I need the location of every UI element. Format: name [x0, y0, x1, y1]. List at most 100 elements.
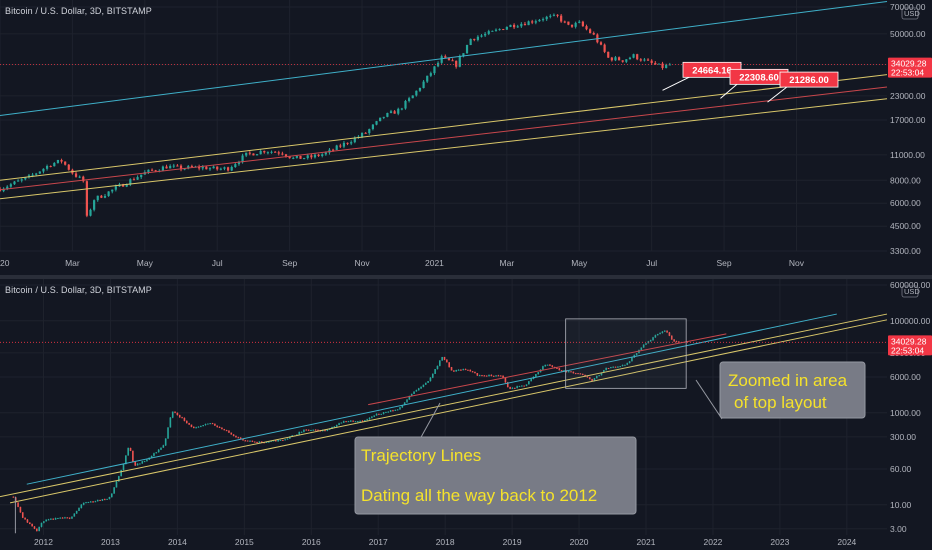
candle — [324, 152, 327, 155]
candle — [426, 75, 429, 82]
candle — [478, 375, 481, 377]
currency-badge[interactable] — [901, 285, 919, 298]
candle — [492, 375, 495, 377]
top-chart-pane[interactable]: 70000.00 50000.00 23000.00 17000.00 11000.00… — [0, 0, 932, 275]
candle — [317, 429, 319, 431]
candle — [495, 375, 497, 377]
candle — [317, 154, 320, 156]
price-target-callout[interactable]: 24664.16 — [662, 61, 742, 91]
time-axis[interactable]: 2020 Mar May Jul Sep Nov 2021 Mar May Jul Sep Nov — [0, 258, 805, 268]
price-tick-label: 60.00 — [890, 464, 912, 474]
candle — [188, 423, 190, 425]
trend-line-cyan[interactable] — [0, 0, 888, 116]
candle — [451, 60, 454, 62]
time-tick-label: Mar — [500, 258, 515, 268]
candle — [359, 420, 361, 422]
price-target-callout[interactable]: 21286.00 — [767, 71, 839, 103]
candle — [303, 158, 306, 160]
candle — [614, 57, 617, 61]
candle — [45, 165, 49, 169]
zoom-area-box[interactable] — [565, 318, 687, 389]
trend-line-red[interactable] — [368, 333, 727, 406]
candle — [605, 368, 607, 371]
candle — [183, 417, 186, 421]
candle — [563, 21, 566, 23]
candle — [509, 387, 511, 389]
candle — [312, 429, 315, 431]
time-tick-label: Jul — [212, 258, 223, 268]
candle — [670, 335, 673, 340]
candle — [521, 385, 523, 387]
annotation-text: of top layout — [734, 393, 827, 412]
candle — [288, 156, 291, 159]
candle — [497, 375, 500, 377]
candle — [387, 411, 390, 413]
annotation-note[interactable]: Zoomed in area of top layout — [695, 361, 866, 420]
candle — [265, 441, 268, 443]
candle — [400, 108, 403, 110]
time-axis[interactable]: 2012 2013 2014 2015 2016 2017 2018 2019 2020 2021… — [34, 537, 857, 547]
trend-line-cyan[interactable] — [26, 313, 837, 485]
candle — [523, 23, 527, 26]
bottom-chart-svg[interactable]: 600000.00100000.0020000.006000.001000.00… — [0, 279, 932, 550]
candle — [122, 464, 125, 470]
trend-line-yellow[interactable] — [0, 313, 888, 498]
candle — [417, 388, 420, 391]
candle — [535, 374, 537, 377]
price-target-callout[interactable]: 22308.60 — [720, 68, 789, 99]
candle — [251, 440, 254, 442]
candle — [632, 54, 635, 58]
candle — [198, 166, 201, 169]
candle — [223, 429, 226, 431]
annotation-pointer — [695, 379, 723, 420]
candle — [57, 517, 59, 519]
candle — [154, 170, 157, 172]
candle — [313, 154, 317, 158]
candle — [621, 60, 624, 62]
candle — [342, 142, 346, 147]
top-chart-svg[interactable]: 70000.00 50000.00 23000.00 17000.00 11000.00… — [0, 0, 932, 275]
candle — [216, 166, 219, 170]
price-tick-label: 8000.00 — [890, 175, 921, 185]
candle — [103, 499, 106, 501]
pane-divider[interactable] — [0, 275, 932, 279]
candle — [350, 142, 353, 144]
candle — [253, 441, 256, 443]
candle — [249, 440, 251, 442]
trend-line-yellow[interactable] — [9, 319, 888, 504]
bottom-chart-pane[interactable]: 600000.00100000.0020000.006000.001000.00… — [0, 279, 932, 550]
currency-badge-label: USD — [904, 9, 920, 18]
candle — [628, 361, 631, 364]
price-axis[interactable]: 70000.00 50000.00 23000.00 17000.00 11000.00… — [888, 2, 932, 256]
candle — [485, 375, 488, 377]
candle — [379, 117, 382, 122]
candle — [441, 357, 443, 361]
annotation-note[interactable]: Trajectory Lines Dating all the way back … — [354, 402, 637, 515]
candle — [338, 423, 340, 425]
candle — [396, 409, 399, 411]
candle — [439, 360, 441, 366]
candle — [245, 152, 248, 156]
candle — [239, 437, 242, 439]
candle — [567, 371, 570, 373]
currency-badge[interactable] — [901, 7, 919, 20]
candle — [266, 152, 270, 154]
candle — [389, 111, 393, 113]
candle — [190, 424, 193, 427]
candle — [342, 421, 345, 423]
trend-line-yellow[interactable] — [0, 98, 888, 200]
candle — [195, 427, 197, 429]
candle — [462, 53, 465, 57]
candle — [538, 19, 541, 22]
price-axis[interactable]: 600000.00100000.0020000.006000.001000.00… — [888, 280, 932, 534]
time-tick-label: 2021 — [425, 258, 444, 268]
candle — [418, 87, 422, 91]
candle — [74, 173, 78, 177]
candle — [476, 36, 479, 40]
trend-line-yellow[interactable] — [0, 74, 888, 181]
candle — [431, 373, 434, 378]
candle — [552, 14, 556, 16]
candle — [89, 501, 92, 503]
candle — [305, 429, 308, 431]
trend-line-red[interactable] — [0, 86, 888, 191]
